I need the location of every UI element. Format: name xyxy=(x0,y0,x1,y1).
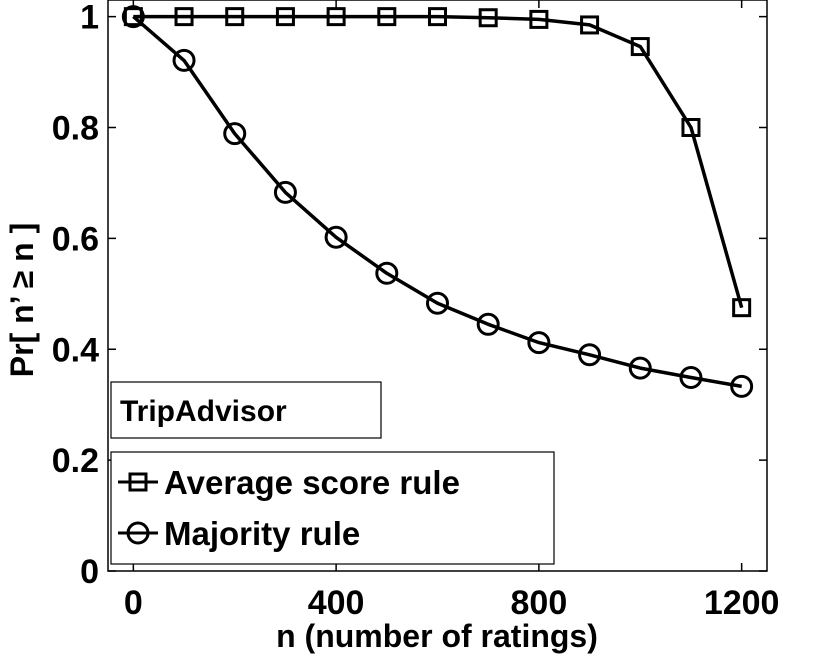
y-tick-label: 1 xyxy=(80,0,99,37)
x-tick-label: 400 xyxy=(308,584,365,622)
series-line xyxy=(132,15,743,389)
circle-point xyxy=(730,374,754,398)
square-point xyxy=(732,298,752,318)
legend: Average score rule Majority rule xyxy=(110,451,555,565)
annotation-text: TripAdvisor xyxy=(120,395,287,428)
series-line xyxy=(133,14,744,309)
square-point xyxy=(681,118,701,138)
circle-point xyxy=(476,312,500,336)
square-marker-icon xyxy=(128,472,148,492)
square-point xyxy=(123,7,143,27)
circle-point xyxy=(324,225,348,249)
circle-point xyxy=(375,261,399,285)
circle-point xyxy=(223,122,247,146)
legend-box xyxy=(110,451,555,565)
series-majority xyxy=(121,5,754,398)
y-tick-label: 0 xyxy=(80,553,99,591)
legend-label-majority: Majority rule xyxy=(164,515,360,552)
square-point xyxy=(174,7,194,27)
y-tick-label: 0.2 xyxy=(52,442,99,480)
annotation-box: TripAdvisor xyxy=(110,381,382,439)
legend-label-average-score: Average score rule xyxy=(164,464,460,501)
y-tick-label: 0.8 xyxy=(52,110,99,148)
square-point xyxy=(529,9,549,29)
square-point xyxy=(326,7,346,27)
x-tick-label: 1200 xyxy=(704,584,780,622)
series-layer xyxy=(121,5,754,398)
legend-item-average-score: Average score rule xyxy=(118,464,460,501)
series-average-score xyxy=(123,7,752,318)
square-point xyxy=(580,15,600,35)
square-point xyxy=(428,7,447,27)
square-point xyxy=(275,7,295,27)
circle-point xyxy=(628,356,652,380)
x-tick-label: 800 xyxy=(511,584,568,622)
circle-point xyxy=(527,331,551,355)
circle-point xyxy=(273,180,297,204)
y-tick-label: 0.4 xyxy=(52,331,99,369)
square-point xyxy=(478,8,498,28)
circle-point xyxy=(121,5,145,29)
y-tick-label: 0.6 xyxy=(52,220,99,258)
square-point xyxy=(630,37,650,57)
circle-point xyxy=(679,366,703,390)
legend-item-majority: Majority rule xyxy=(118,515,360,552)
square-point xyxy=(377,7,397,27)
square-point xyxy=(225,7,245,27)
axis-ticks xyxy=(108,0,767,572)
circle-point xyxy=(426,291,449,315)
x-tick-label: 0 xyxy=(124,584,143,622)
circle-marker-icon xyxy=(126,521,150,545)
x-axis-label: n (number of ratings) xyxy=(276,618,598,654)
circle-point xyxy=(578,343,602,367)
circle-point xyxy=(172,48,196,72)
y-axis-label: Pr[ n’ ≥ n ] xyxy=(4,223,40,377)
tick-labels: 0 400 800 1200 0 0.2 0.4 0.6 0.8 1 xyxy=(52,0,780,622)
